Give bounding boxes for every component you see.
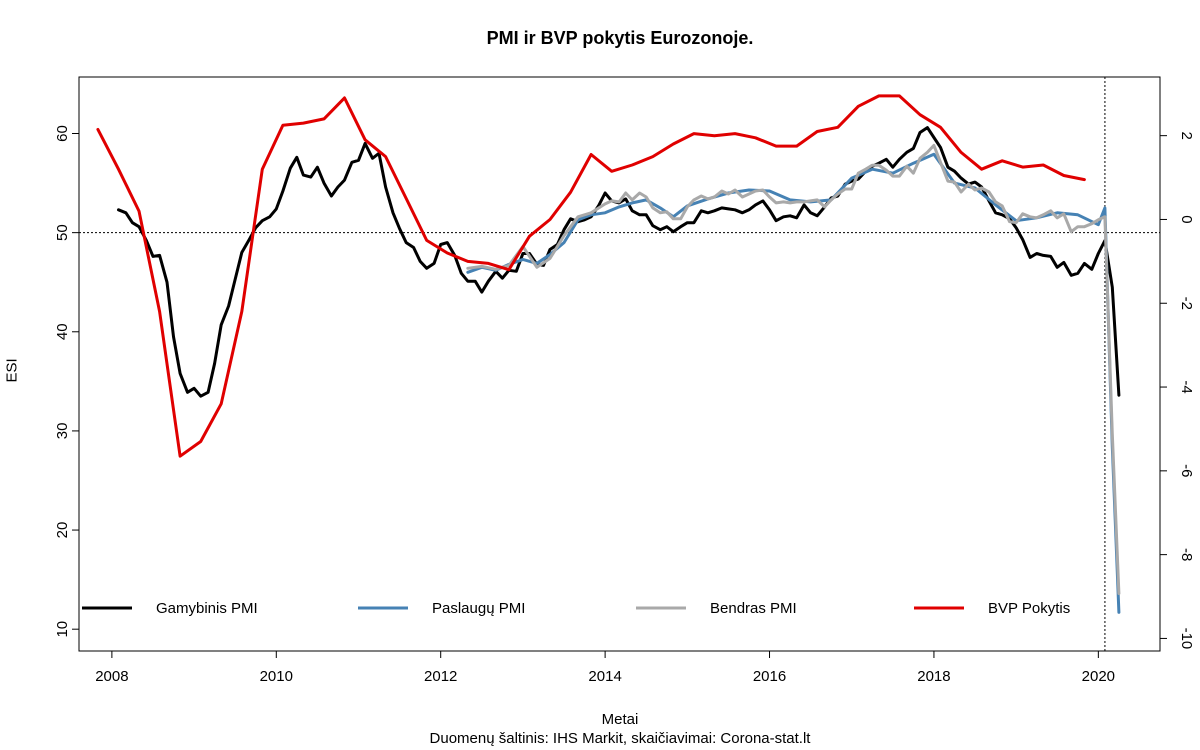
y-left-tick-label: 10 <box>54 621 71 638</box>
x-tick-label: 2008 <box>95 668 128 685</box>
y-right-tick-label: -4 <box>1178 380 1195 393</box>
y-right-tick-label: -2 <box>1178 297 1195 310</box>
x-tick-label: 2010 <box>260 668 293 685</box>
y-right-tick-label: -8 <box>1178 548 1195 561</box>
y-left-tick-label: 40 <box>54 323 71 340</box>
x-tick-label: 2018 <box>917 668 950 685</box>
plot-frame <box>78 76 1161 652</box>
x-tick-label: 2014 <box>588 668 621 685</box>
legend-label-bendras-pmi: Bendras PMI <box>710 600 797 617</box>
y-right-tick-label: 2 <box>1178 131 1195 139</box>
x-tick-label: 2016 <box>753 668 786 685</box>
legend-label-paslaug-pmi: Paslaugų PMI <box>432 600 525 617</box>
legend-label-gamybinis-pmi: Gamybinis PMI <box>156 600 258 617</box>
y-right-tick-label: -6 <box>1178 464 1195 477</box>
y-left-tick-label: 60 <box>54 125 71 142</box>
y-left-tick-label: 30 <box>54 423 71 440</box>
y-right-tick-label: 0 <box>1178 215 1195 223</box>
y-left-tick-label: 20 <box>54 522 71 539</box>
y-left-tick-label: 50 <box>54 224 71 241</box>
legend: Gamybinis PMI Paslaugų PMI Bendras PMI BVP … <box>82 600 1070 617</box>
chart-title: PMI ir BVP pokytis Eurozonoje. <box>486 28 754 48</box>
series-line-bvp-pokytis <box>96 94 1086 458</box>
x-axis-label: Metai <box>601 711 639 728</box>
series-line-paslaug-pmi <box>466 152 1121 614</box>
source-caption: Duomenų šaltinis: IHS Markit, skaičiavim… <box>429 730 811 747</box>
y-right-tick-label: -10 <box>1178 628 1195 650</box>
x-tick-label: 2020 <box>1082 668 1115 685</box>
series-layer <box>96 94 1121 614</box>
series-line-bendras-pmi <box>466 143 1121 595</box>
axes-layer: 2008 2010 2012 2014 2016 2018 2020102030405060… <box>54 77 1195 685</box>
legend-label-bvp-pokytis: BVP Pokytis <box>988 600 1070 617</box>
x-tick-label: 2012 <box>424 668 457 685</box>
